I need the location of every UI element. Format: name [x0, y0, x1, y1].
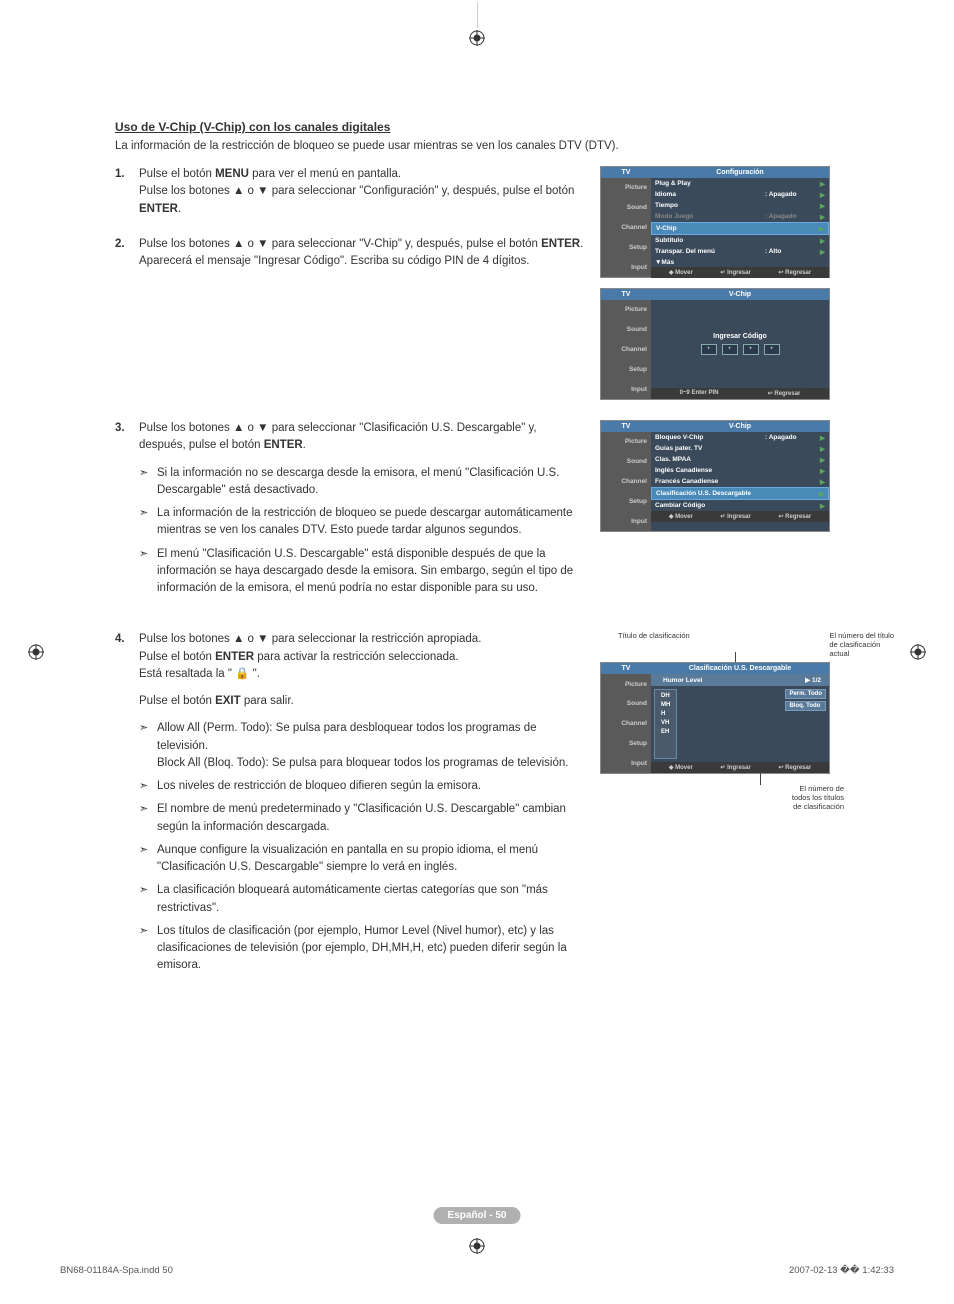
osd-side-item: Channel [601, 218, 651, 238]
footer-date: 2007-02-13 �� 1:42:33 [789, 1265, 894, 1276]
osd-screenshot-vchip-menu: TV Picture Sound Channel Setup Input V-C… [600, 420, 830, 532]
osd-row: ▼Más [651, 257, 829, 267]
sub-item: ➣Los niveles de restricción de bloqueo d… [139, 778, 585, 795]
osd-row: Guías pater. TV▶ [651, 443, 829, 454]
step-4: 4. Pulse los botones ▲ o ▼ para seleccio… [115, 631, 585, 980]
osd-side-item: Sound [601, 694, 651, 714]
sub-item: ➣La información de la restricción de blo… [139, 505, 585, 540]
osd-title: Clasificación U.S. Descargable [651, 663, 829, 674]
section-heading: Uso de V-Chip (V-Chip) con los canales d… [115, 120, 894, 134]
osd-side-item: Sound [601, 320, 651, 340]
block-all-button: Bloq. Todo [785, 701, 826, 711]
osd-side-item: Sound [601, 198, 651, 218]
step-1: 1. Pulse el botón MENU para ver el menú … [115, 166, 585, 218]
osd-side-item: Sound [601, 452, 651, 472]
osd-footer: 0~9 Enter PIN ↩ Regresar [651, 388, 829, 399]
step-number: 3. [115, 420, 139, 603]
osd-side-item: Setup [601, 237, 651, 257]
intro-text: La información de la restricción de bloq… [115, 140, 894, 152]
osd-row: Cambiar Código▶ [651, 500, 829, 511]
sub-item: ➣Los títulos de clasificación (por ejemp… [139, 923, 585, 975]
osd-screenshot-vchip-pin: TV Picture Sound Channel Setup Input V-C… [600, 288, 830, 400]
osd-title: Configuración [651, 167, 829, 178]
osd-row: Tiempo▶ [651, 200, 829, 211]
osd-row-selected: V-Chip▶ [651, 222, 829, 235]
osd-side-item: Channel [601, 714, 651, 734]
sub-item: ➣El nombre de menú predeterminado y "Cla… [139, 801, 585, 836]
annotation-line [760, 771, 761, 785]
osd-side-item: Picture [601, 300, 651, 320]
osd-side-item: Input [601, 379, 651, 399]
footer: BN68-01184A-Spa.indd 50 2007-02-13 �� 1:… [60, 1265, 894, 1276]
osd-title: V-Chip [651, 421, 829, 432]
osd-row: Bloqueo V-Chip: Apagado▶ [651, 432, 829, 443]
osd-screenshot-configuracion: TV Picture Sound Channel Setup Input Con… [600, 166, 830, 278]
osd-title: V-Chip [651, 289, 829, 300]
osd-side-item: Picture [601, 178, 651, 198]
osd-side-item: Channel [601, 340, 651, 360]
osd-row: Plug & Play▶ [651, 178, 829, 189]
osd-side-item: Picture [601, 432, 651, 452]
sub-item: ➣El menú "Clasificación U.S. Descargable… [139, 546, 585, 598]
step-2: 2. Pulse los botones ▲ o ▼ para seleccio… [115, 236, 585, 271]
osd-row: Modo Juego: Apagado▶ [651, 211, 829, 222]
step-number: 1. [115, 166, 139, 218]
osd-footer: ◆ Mover ↵ Ingresar ↩ Regresar [651, 267, 829, 278]
step-number: 2. [115, 236, 139, 271]
caption-current-number: El número del título de clasificación ac… [829, 631, 894, 658]
osd-side-item: Channel [601, 472, 651, 492]
osd-side-item: Input [601, 753, 651, 773]
osd-side-item: Setup [601, 359, 651, 379]
osd-footer: ◆ Mover ↵ Ingresar ↩ Regresar [651, 762, 829, 773]
osd-row: Subtítulo▶ [651, 235, 829, 246]
osd-side-item: Setup [601, 491, 651, 511]
osd-row: Inglés Canadiense▶ [651, 465, 829, 476]
pin-input: **** [701, 344, 780, 355]
osd-side-item: Input [601, 511, 651, 531]
sub-item: ➣Si la información no se descarga desde … [139, 465, 585, 500]
osd-side-header: TV [601, 289, 651, 300]
sub-item: ➣La clasificación bloqueará automáticame… [139, 882, 585, 917]
osd-side-item: Setup [601, 734, 651, 754]
step-number: 4. [115, 631, 139, 980]
caption-classification-title: Título de clasificación [618, 631, 819, 658]
step-3: 3. Pulse los botones ▲ o ▼ para seleccio… [115, 420, 585, 603]
osd-row-selected: Clasificación U.S. Descargable▶ [651, 487, 829, 500]
humor-level-row: Humor Level ▶ 1/2 [651, 674, 829, 686]
osd-footer: ◆ Mover ↵ Ingresar ↩ Regresar [651, 511, 829, 522]
caption-all-titles: El número de todos los títulos de clasif… [600, 784, 844, 811]
osd-side-item: Input [601, 257, 651, 277]
footer-file: BN68-01184A-Spa.indd 50 [60, 1265, 173, 1276]
page-badge: Español - 50 [434, 1207, 521, 1224]
osd-side-header: TV [601, 663, 651, 674]
allow-all-button: Perm. Todo [785, 689, 826, 699]
sub-item: ➣Allow All (Perm. Todo): Se pulsa para d… [139, 720, 585, 772]
osd-row: Francés Canadiense▶ [651, 476, 829, 487]
osd-row: Transpar. Del menú: Alto▶ [651, 246, 829, 257]
rating-list: DH MH H VH EH [654, 689, 677, 759]
sub-item: ➣Aunque configure la visualización en pa… [139, 842, 585, 877]
crop-mark-icon [469, 1238, 485, 1254]
osd-side-header: TV [601, 167, 651, 178]
osd-side-item: Picture [601, 674, 651, 694]
osd-row: Idioma: Apagado▶ [651, 189, 829, 200]
osd-screenshot-downloadable: TV Picture Sound Channel Setup Input Cla… [600, 662, 830, 774]
osd-side-header: TV [601, 421, 651, 432]
pin-label: Ingresar Código [713, 333, 767, 340]
osd-row: Clas. MPAA▶ [651, 454, 829, 465]
